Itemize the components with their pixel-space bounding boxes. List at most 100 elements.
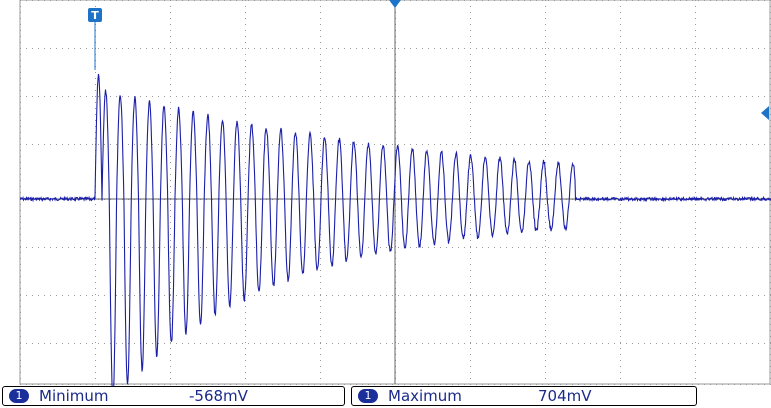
- grid-dot: [662, 295, 663, 296]
- grid-dot: [245, 210, 246, 211]
- grid-dot: [152, 96, 153, 97]
- grid-dot: [758, 247, 759, 248]
- grid-dot: [95, 342, 96, 343]
- grid-dot: [170, 228, 171, 229]
- grid-dot: [398, 343, 399, 344]
- grid-dot: [734, 144, 735, 145]
- grid-dot: [494, 295, 495, 296]
- measurement-readout-maximum[interactable]: 1 Maximum 704mV: [351, 386, 697, 406]
- grid-dot: [50, 96, 51, 97]
- grid-dot: [254, 96, 255, 97]
- grid-dot: [26, 48, 27, 49]
- grid-dot: [170, 234, 171, 235]
- grid-dot: [122, 48, 123, 49]
- grid-dot: [620, 306, 621, 307]
- grid-dot: [668, 295, 669, 296]
- grid-dot: [470, 222, 471, 223]
- grid-dot: [545, 78, 546, 79]
- grid-dot: [284, 48, 285, 49]
- grid-dot: [308, 48, 309, 49]
- grid-dot: [260, 247, 261, 248]
- grid-dot: [446, 96, 447, 97]
- grid-dot: [470, 324, 471, 325]
- grid-dot: [206, 247, 207, 248]
- grid-dot: [695, 192, 696, 193]
- grid-dot: [230, 96, 231, 97]
- grid-dot: [236, 96, 237, 97]
- grid-dot: [80, 144, 81, 145]
- grid-dot: [695, 300, 696, 301]
- grid-dot: [578, 144, 579, 145]
- grid-dot: [320, 295, 321, 296]
- grid-dot: [620, 180, 621, 181]
- grid-dot: [695, 30, 696, 31]
- grid-dot: [320, 360, 321, 361]
- grid-dot: [428, 48, 429, 49]
- grid-dot: [68, 247, 69, 248]
- trigger-level-marker-icon[interactable]: [761, 106, 769, 120]
- grid-dot: [758, 343, 759, 344]
- grid-dot: [320, 252, 321, 253]
- grid-dot: [728, 144, 729, 145]
- grid-dot: [392, 247, 393, 248]
- grid-dot: [545, 354, 546, 355]
- grid-dot: [578, 295, 579, 296]
- grid-dot: [545, 30, 546, 31]
- grid-dot: [95, 306, 96, 307]
- grid-dot: [695, 90, 696, 91]
- grid-dot: [245, 48, 246, 49]
- grid-dot: [470, 108, 471, 109]
- grid-dot: [698, 295, 699, 296]
- grid-dot: [308, 247, 309, 248]
- grid-dot: [482, 144, 483, 145]
- grid-dot: [245, 156, 246, 157]
- trigger-marker-icon[interactable]: T: [88, 8, 102, 22]
- grid-dot: [632, 144, 633, 145]
- grid-dot: [494, 48, 495, 49]
- grid-dot: [320, 180, 321, 181]
- grid-dot: [545, 186, 546, 187]
- grid-dot: [302, 295, 303, 296]
- grid-dot: [662, 48, 663, 49]
- grid-dot: [374, 295, 375, 296]
- grid-dot: [32, 144, 33, 145]
- grid-dot: [695, 342, 696, 343]
- grid-dot: [326, 96, 327, 97]
- grid-dot: [245, 150, 246, 151]
- grid-dot: [608, 96, 609, 97]
- grid-dot: [278, 247, 279, 248]
- grid-dot: [572, 295, 573, 296]
- grid-dot: [350, 96, 351, 97]
- grid-dot: [470, 343, 471, 344]
- horizontal-position-marker-icon[interactable]: [389, 0, 401, 8]
- measurement-readout-minimum[interactable]: 1 Minimum -568mV: [2, 386, 345, 406]
- grid-dot: [374, 96, 375, 97]
- grid-dot: [716, 48, 717, 49]
- grid-dot: [566, 343, 567, 344]
- grid-dot: [614, 96, 615, 97]
- grid-dot: [26, 96, 27, 97]
- grid-dot: [620, 342, 621, 343]
- grid-dot: [470, 282, 471, 283]
- grid-dot: [128, 247, 129, 248]
- grid-dot: [470, 300, 471, 301]
- grid-dot: [134, 343, 135, 344]
- grid-dot: [260, 343, 261, 344]
- grid-dot: [380, 48, 381, 49]
- grid-dot: [560, 295, 561, 296]
- grid-dot: [572, 247, 573, 248]
- grid-dot: [95, 120, 96, 121]
- grid-dot: [302, 144, 303, 145]
- grid-dot: [146, 96, 147, 97]
- grid-dot: [470, 210, 471, 211]
- grid-dot: [620, 108, 621, 109]
- grid-dot: [620, 264, 621, 265]
- grid-dot: [245, 66, 246, 67]
- grid-dot: [95, 84, 96, 85]
- grid-dot: [620, 18, 621, 19]
- grid-dot: [74, 96, 75, 97]
- grid-dot: [566, 144, 567, 145]
- grid-dot: [416, 48, 417, 49]
- grid-dot: [206, 343, 207, 344]
